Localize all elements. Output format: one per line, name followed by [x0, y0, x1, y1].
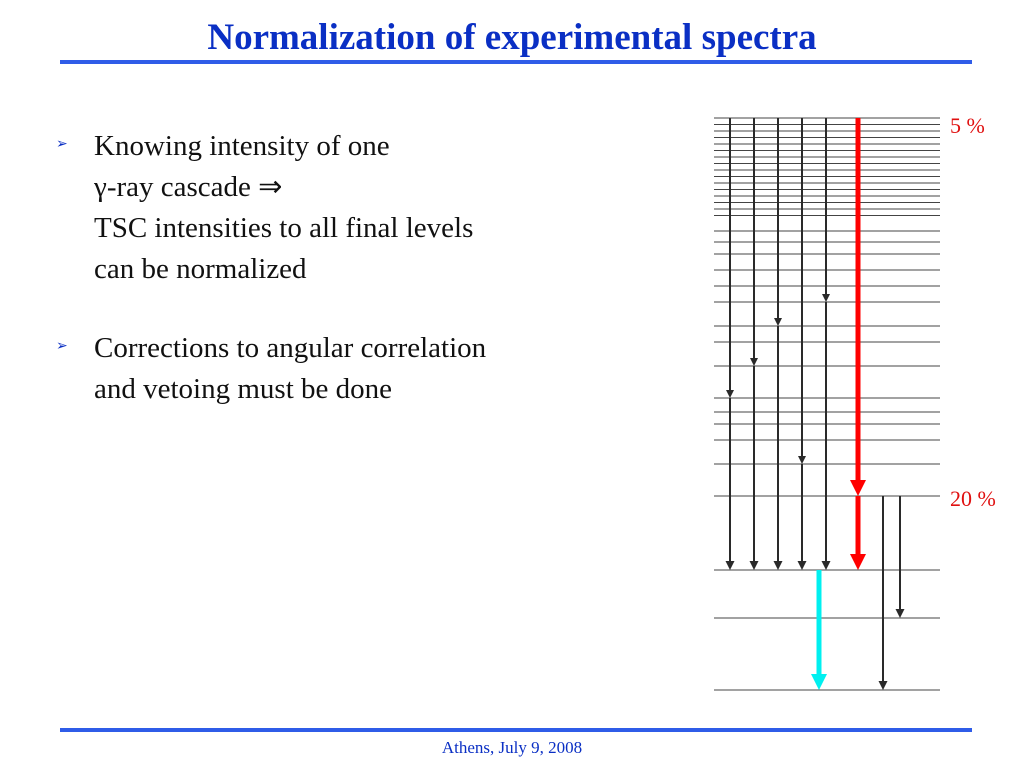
- red-primary-arrow-head: [850, 480, 866, 496]
- gray-primary-arrow-5: [822, 118, 830, 302]
- gray-secondary-arrow-3-head: [773, 561, 783, 570]
- gray-secondary-arrow-4-head: [797, 561, 807, 570]
- gray-secondary-arrow-2-head: [749, 561, 759, 570]
- bullet-1-line-1: Knowing intensity of one: [94, 130, 390, 162]
- title-divider: [60, 60, 972, 64]
- gray-primary-arrow-4-head: [798, 456, 806, 464]
- red-primary-arrow: [850, 118, 866, 496]
- cyan-arrow: [811, 570, 827, 690]
- bullet-corrections: ➢ Corrections to angular correlation and…: [56, 328, 616, 410]
- cascade-transitions: [725, 118, 905, 690]
- gray-primary-arrow-1: [726, 118, 734, 398]
- bullet-1-line-4: can be normalized: [94, 253, 307, 285]
- footer-text: Athens, July 9, 2008: [441, 738, 583, 757]
- gray-primary-arrow-3-head: [774, 318, 782, 326]
- footer-divider: [60, 728, 972, 732]
- gray-lower-arrow-1-head: [878, 681, 888, 690]
- gray-secondary-arrow-4: [797, 464, 807, 570]
- gray-primary-arrow-2: [750, 118, 758, 366]
- gray-secondary-arrow-5: [821, 302, 831, 570]
- bullet-list: ➢ Knowing intensity of one γ-ray cascade…: [56, 126, 616, 448]
- gray-secondary-arrow-2: [749, 366, 759, 570]
- gray-secondary-arrow-1-head: [725, 561, 735, 570]
- gray-primary-arrow-1-head: [726, 390, 734, 398]
- bullet-2-line-1: Corrections to angular correlation: [94, 332, 487, 364]
- bullet-arrow-icon: ➢: [56, 338, 68, 354]
- gray-secondary-arrow-3: [773, 326, 783, 570]
- label-20-percent: 20 %: [950, 486, 996, 511]
- red-secondary-arrow-head: [850, 554, 866, 570]
- gray-primary-arrow-3: [774, 118, 782, 326]
- bullet-2-line-2: and vetoing must be done: [94, 373, 393, 405]
- gray-secondary-arrow-1: [725, 398, 735, 570]
- page-title: Normalization of experimental spectra: [207, 17, 817, 58]
- gray-secondary-arrow-5-head: [821, 561, 831, 570]
- cyan-arrow-head: [811, 674, 827, 690]
- gray-lower-arrow-2-head: [895, 609, 905, 618]
- gray-primary-arrow-2-head: [750, 358, 758, 366]
- gray-primary-arrow-5-head: [822, 294, 830, 302]
- red-secondary-arrow: [850, 496, 866, 570]
- bullet-normalization: ➢ Knowing intensity of one γ-ray cascade…: [56, 126, 616, 290]
- gray-primary-arrow-4: [798, 118, 806, 464]
- label-5-percent: 5 %: [950, 113, 985, 138]
- bullet-arrow-icon: ➢: [56, 136, 68, 152]
- bullet-1-line-3: TSC intensities to all final levels: [94, 212, 474, 244]
- gray-lower-arrow-2: [895, 496, 905, 618]
- bullet-1-line-2: γ-ray cascade ⇒: [94, 171, 283, 203]
- gray-lower-arrow-1: [878, 496, 888, 690]
